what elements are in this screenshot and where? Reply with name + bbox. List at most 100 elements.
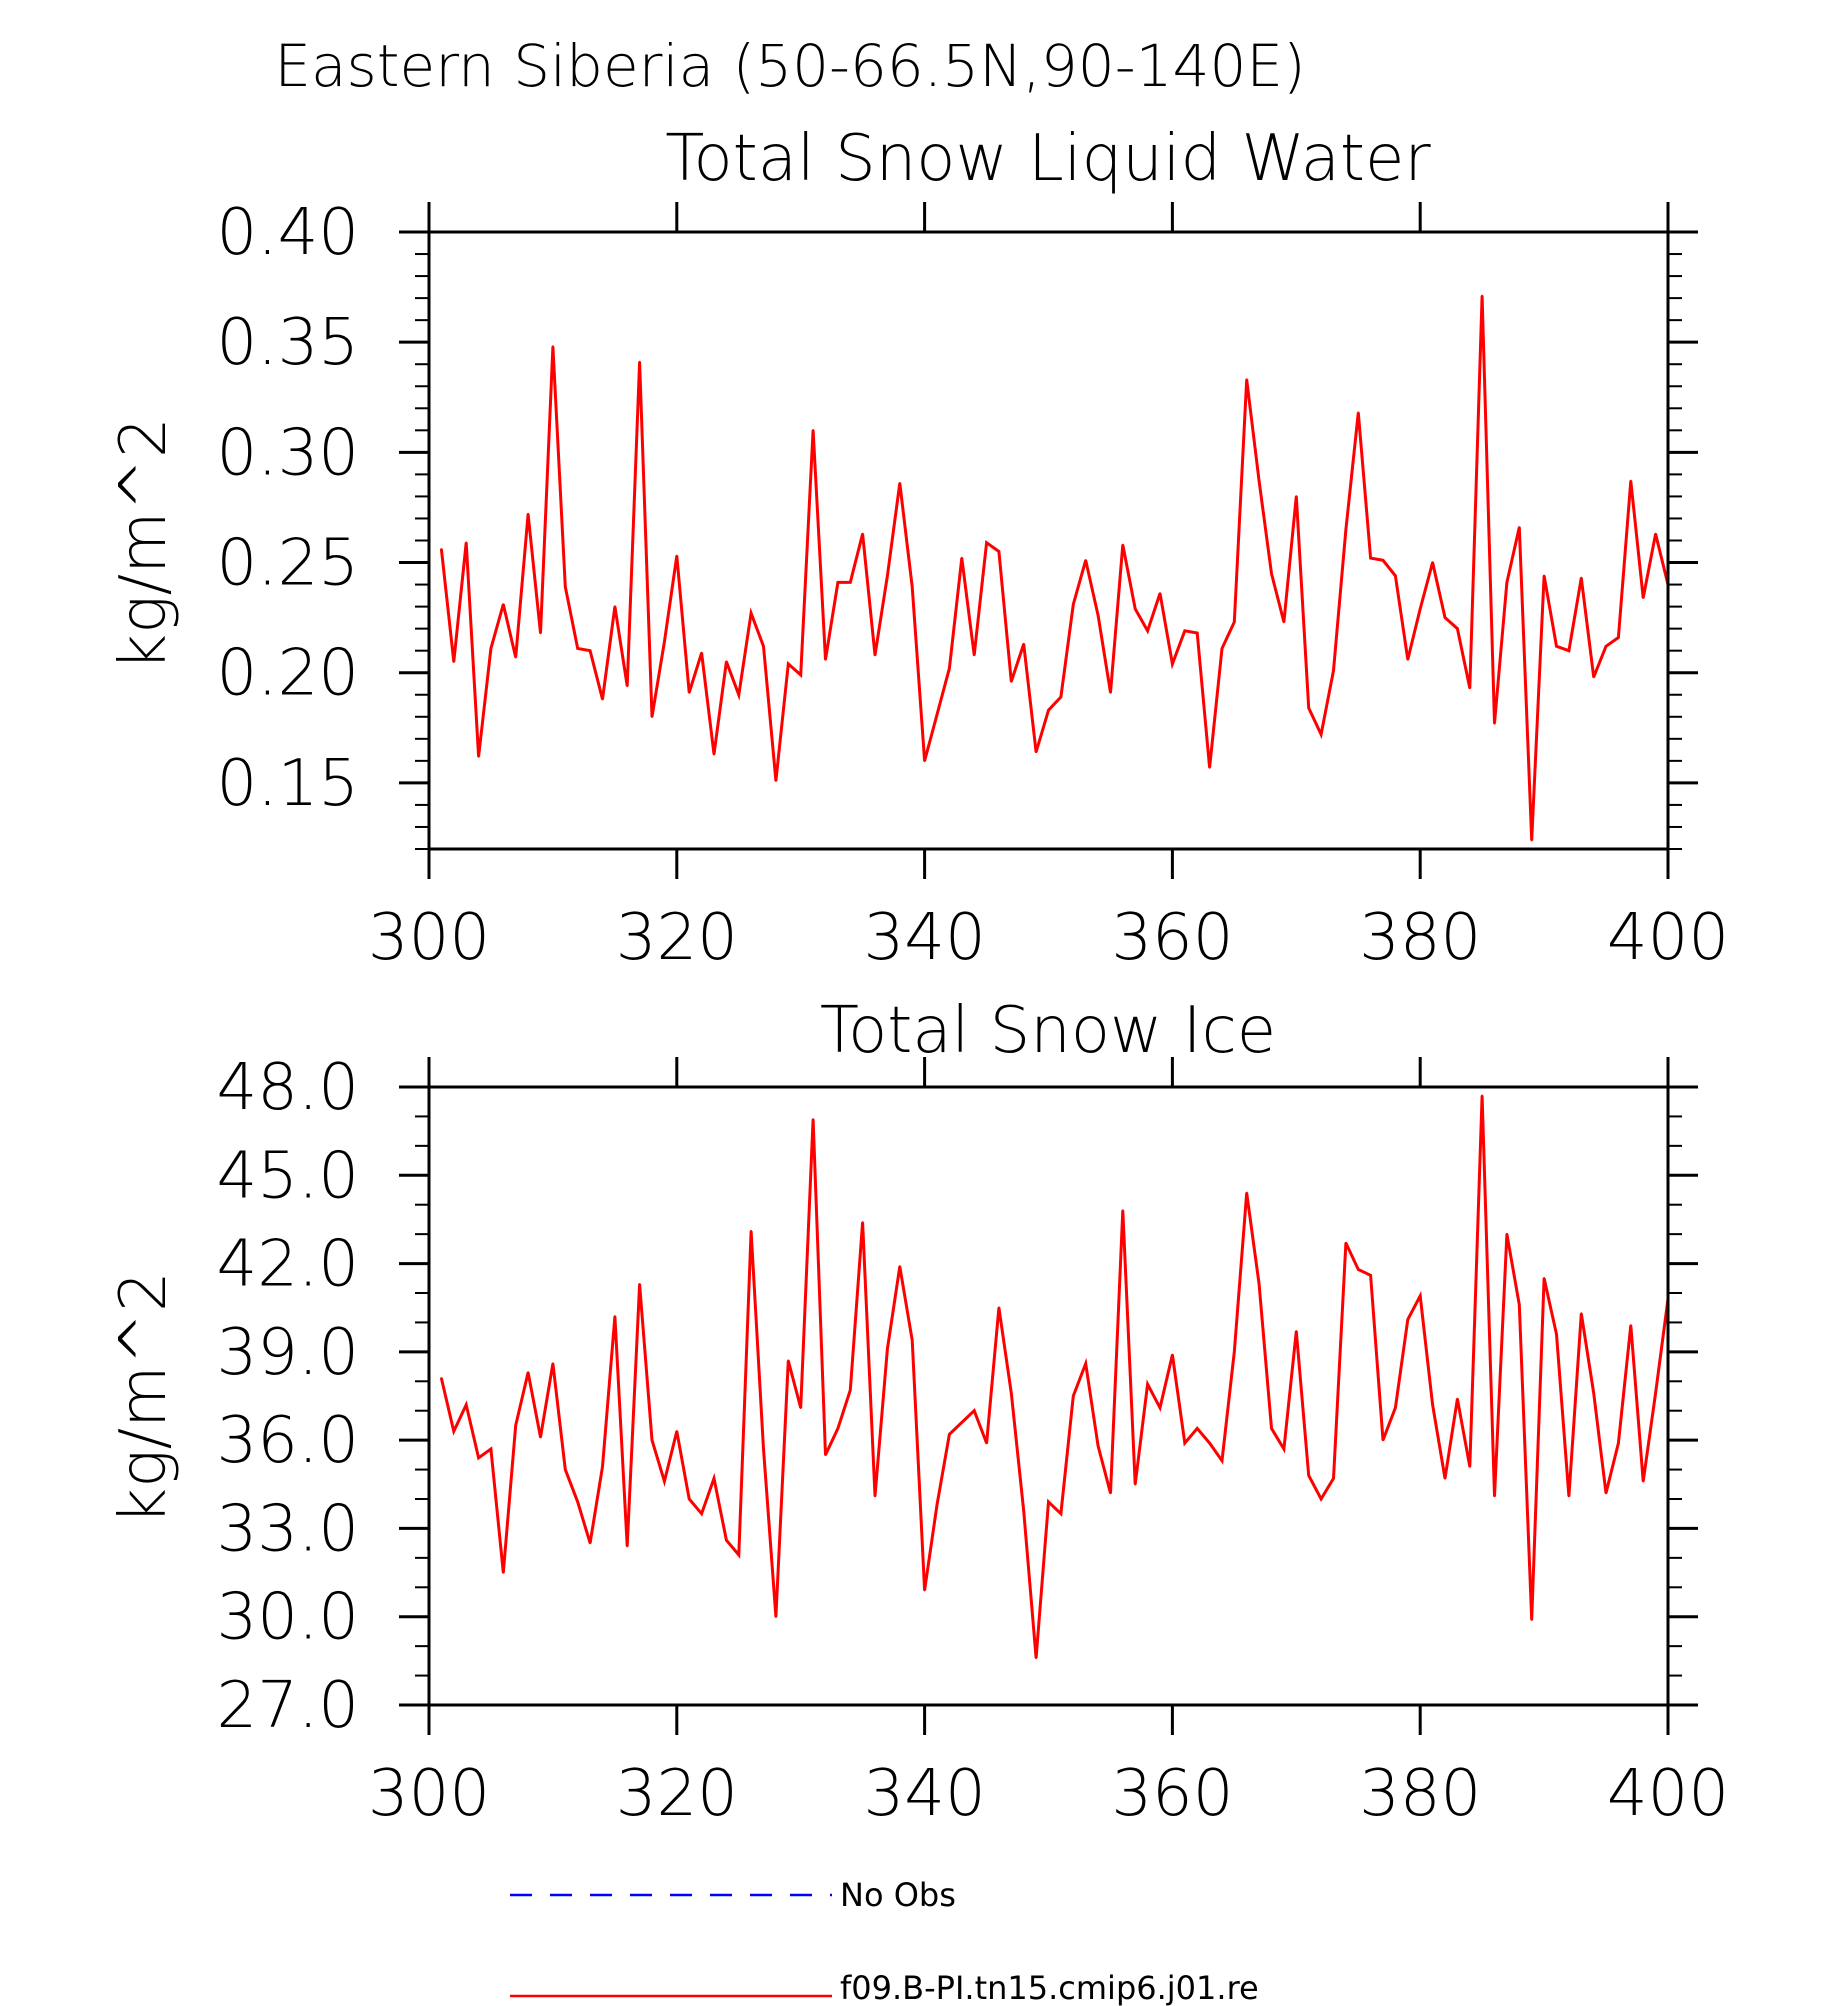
y-tick-label: 33.0 (217, 1492, 360, 1566)
data-point (774, 779, 778, 782)
data-point (1604, 1491, 1608, 1495)
data-point (1307, 1474, 1310, 1477)
data-point (452, 1430, 455, 1433)
data-point (1642, 596, 1645, 599)
data-point (1196, 1427, 1199, 1430)
data-point (1629, 479, 1633, 483)
data-point (985, 541, 988, 544)
data-point (898, 482, 901, 485)
data-point (1344, 1241, 1348, 1245)
tick-labels: 300 320 340 360 380 400 0.40 0.35 0.30 0.25 0.20 0.… (217, 196, 1730, 975)
data-point (700, 651, 703, 655)
data-point (1654, 532, 1657, 536)
data-point (1158, 592, 1162, 595)
data-point (539, 631, 542, 635)
data-point (1381, 559, 1385, 562)
data-point (1010, 1391, 1013, 1395)
data-point (477, 1456, 480, 1460)
legend: No Obs f09.B-PI.tn15.cmip6.j01.re (510, 1876, 1259, 2006)
data-point (911, 1338, 914, 1342)
data-point (1096, 1444, 1100, 1448)
data-point (948, 667, 951, 670)
data-point (948, 1433, 951, 1436)
data-point (613, 605, 617, 608)
data-point (824, 1453, 827, 1457)
data-point (861, 1221, 864, 1224)
data-point (564, 585, 567, 588)
data-point (725, 1539, 728, 1542)
data-point (1245, 1191, 1248, 1195)
data-point (1394, 574, 1397, 577)
data-point (861, 532, 864, 536)
data-point (1146, 1383, 1149, 1386)
data-point (688, 691, 691, 694)
data-point (1196, 631, 1199, 635)
data-point (526, 1371, 530, 1374)
data-point (1518, 1303, 1521, 1307)
data-point (1022, 642, 1025, 646)
data-point (799, 1406, 802, 1410)
data-point (836, 581, 840, 584)
data-point (787, 1359, 790, 1362)
tick-labels: 300 320 340 360 380 400 48.0 45.0 42.0 39.0 36.0 33… (217, 1051, 1730, 1831)
data-point (663, 640, 666, 644)
x-tick-label: 300 (368, 1757, 490, 1831)
data-point (1134, 1483, 1137, 1486)
x-tick-label: 320 (616, 1757, 738, 1831)
panel-title: Total Snow Ice (820, 994, 1276, 1068)
data-point (811, 429, 815, 432)
data-point (1295, 1330, 1298, 1333)
y-tick-label: 0.20 (217, 637, 360, 711)
data-point (1443, 616, 1447, 619)
x-tick-label: 400 (1607, 1757, 1729, 1831)
axis-ticks (399, 202, 1698, 879)
data-point (650, 715, 654, 718)
data-point (1542, 1277, 1546, 1280)
data-point (712, 1477, 716, 1480)
data-point (1555, 645, 1558, 648)
data-point (836, 1427, 840, 1430)
data-point (824, 658, 827, 661)
data-point (886, 574, 889, 577)
data-point (1121, 543, 1125, 547)
x-tick-label: 320 (616, 901, 738, 975)
data-point (1394, 1406, 1397, 1410)
main-title: Eastern Siberia (50-66.5N,90-140E) (274, 32, 1305, 100)
data-point (539, 1436, 542, 1439)
data-point (576, 647, 579, 650)
legend-label-model: f09.B-PI.tn15.cmip6.j01.re (840, 1969, 1259, 2006)
data-point (452, 660, 455, 663)
data-point (997, 1306, 1001, 1309)
data-point (1047, 1500, 1050, 1504)
data-point (526, 512, 530, 516)
x-tick-label: 300 (368, 901, 490, 975)
data-point (1220, 1459, 1224, 1462)
data-point (1369, 1274, 1372, 1277)
data-point (1010, 680, 1013, 683)
data-point (886, 1347, 889, 1351)
data-point (1604, 645, 1608, 648)
data-point (1282, 620, 1286, 624)
data-point (1530, 839, 1533, 842)
data-point (700, 1512, 703, 1515)
data-point (1542, 574, 1546, 577)
data-point (1183, 1441, 1187, 1445)
data-point (1208, 1441, 1211, 1445)
plot-frame (427, 230, 1670, 851)
data-point (1034, 750, 1038, 754)
data-point (514, 656, 517, 659)
data-point (923, 1589, 926, 1592)
data-point (737, 693, 740, 696)
data-point (873, 1494, 877, 1498)
x-tick-label: 360 (1111, 1757, 1233, 1831)
data-point (663, 1480, 666, 1483)
data-point (1357, 1268, 1360, 1271)
data-point (465, 541, 468, 544)
data-point (440, 548, 443, 551)
data-point (1419, 1294, 1422, 1298)
data-point (787, 662, 790, 666)
data-point (1480, 1094, 1484, 1098)
panel-title: Total Snow Liquid Water (665, 122, 1431, 196)
data-point (762, 1447, 765, 1451)
